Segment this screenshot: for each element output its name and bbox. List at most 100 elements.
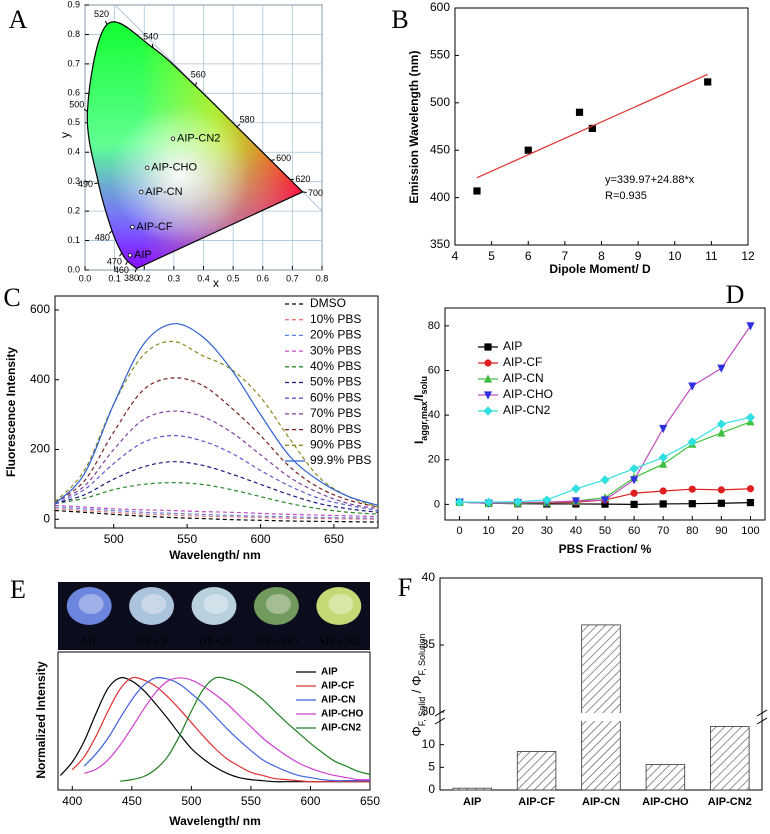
- wavelength-label: 490: [78, 179, 93, 189]
- legend-label: AIP: [503, 339, 522, 353]
- marker: [717, 486, 725, 494]
- y-tick-label: 35: [422, 637, 436, 651]
- axis-title-part: F, Solid: [417, 697, 427, 727]
- marker: [688, 382, 697, 391]
- marker: [659, 459, 668, 468]
- marker: [687, 437, 697, 447]
- axis-break-mark: [756, 717, 768, 725]
- photo-sample-core: [265, 594, 291, 614]
- wavelength-label: 580: [240, 114, 255, 124]
- legend-label: DMSO: [310, 296, 346, 310]
- marker: [717, 364, 726, 373]
- plot-frame: [54, 295, 379, 529]
- axis-break-gap: [441, 713, 761, 721]
- series-line: [54, 377, 379, 508]
- panel-letter: A: [9, 5, 28, 34]
- x-tick-label: 0.5: [227, 273, 240, 283]
- series-line: [54, 323, 379, 506]
- x-tick-label: AIP-CHO: [642, 796, 689, 808]
- x-tick-label: 9: [635, 249, 642, 263]
- legend-label: 70% PBS: [310, 406, 361, 420]
- x-tick-label: 450: [122, 794, 142, 808]
- series-line: [476, 73, 708, 179]
- marker: [745, 412, 756, 422]
- x-tick-label: 650: [360, 794, 380, 808]
- annotation: y=339.97+24.88*x: [605, 174, 695, 186]
- photo-sample-core: [141, 594, 167, 614]
- x-tick-label: 30: [541, 525, 553, 537]
- marker: [484, 497, 494, 507]
- y-tick-label: 0.8: [67, 29, 80, 39]
- x-tick-label: AIP-CN2: [708, 796, 752, 808]
- y-tick-label: 400: [430, 190, 450, 204]
- legend-label: AIP-CHO: [503, 387, 553, 401]
- y-tick-label: 0: [428, 782, 435, 796]
- x-tick-label: AIP-CN: [582, 796, 620, 808]
- x-tick-label: 0.8: [316, 273, 329, 283]
- panel-letter: C: [3, 283, 20, 312]
- x-tick-label: 90: [715, 525, 727, 537]
- locus-tick: [236, 123, 241, 128]
- x-tick-label: 500: [181, 794, 201, 808]
- photo-sample-core: [328, 594, 354, 614]
- legend-label: AIP-CF: [503, 355, 542, 369]
- y-axis-title: ΦF, Solid / ΦF, Solution: [409, 633, 427, 736]
- x-tick-label: 20: [512, 525, 524, 537]
- panel-letter: E: [10, 575, 26, 604]
- series-line: [54, 340, 379, 508]
- series-line: [71, 676, 370, 783]
- x-axis-title: Wavelength/ nm: [169, 814, 261, 828]
- sample-point: [145, 165, 150, 171]
- y-tick-label: 0.3: [67, 176, 80, 186]
- series-line: [83, 676, 370, 782]
- legend-label: 30% PBS: [310, 343, 361, 357]
- legend-label: AIP-CN: [321, 695, 355, 706]
- legend-label: 10% PBS: [310, 312, 361, 326]
- y-tick-label: 5: [428, 760, 435, 774]
- y-tick-label: 0.1: [67, 235, 80, 245]
- legend-label: 40% PBS: [310, 359, 361, 373]
- series-line: [119, 676, 371, 782]
- marker: [688, 485, 696, 493]
- photo-sample: [191, 587, 237, 625]
- photo-label: AIP-CF: [134, 636, 169, 648]
- bar: [452, 787, 492, 791]
- x-tick-label: 100: [741, 525, 759, 537]
- marker: [600, 475, 610, 485]
- locus-tick: [151, 43, 154, 48]
- wavelength-label: 480: [95, 233, 110, 243]
- y-tick-label: 40: [422, 570, 436, 584]
- locus-tick: [270, 159, 275, 161]
- axis-title-part: I: [412, 441, 426, 444]
- plot-frame: [454, 7, 749, 246]
- axis-title-part: F, Solution: [417, 633, 427, 675]
- wavelength-label: 540: [143, 31, 158, 41]
- axis-break-mark: [434, 709, 446, 717]
- marker: [575, 108, 584, 116]
- wavelength-label: 380: [124, 273, 139, 283]
- x-tick-label: 70: [657, 525, 669, 537]
- x-tick-label: 0.2: [138, 273, 151, 283]
- series-line: [84, 677, 371, 781]
- legend-label: 99.9% PBS: [310, 453, 371, 467]
- x-axis-title: Wavelength/ nm: [169, 548, 261, 562]
- marker: [659, 424, 668, 434]
- x-tick-label: 0.7: [286, 273, 299, 283]
- x-tick-label: 40: [570, 525, 582, 537]
- marker: [658, 452, 668, 463]
- x-tick-label: 550: [241, 794, 261, 808]
- y-tick-label: 0.7: [67, 58, 80, 68]
- y-axis-title: Iaggr,max/Isolu: [412, 376, 429, 444]
- legend-label: AIP-CN2: [321, 723, 361, 734]
- y-tick-label: 80: [428, 320, 440, 332]
- marker: [716, 419, 726, 429]
- x-tick-label: 0.0: [79, 273, 92, 283]
- legend-label: AIP-CN: [503, 371, 544, 385]
- wavelength-label: 560: [191, 70, 206, 80]
- axis-title-part: / Φ: [409, 675, 424, 696]
- locus-tick: [83, 108, 88, 112]
- legend-label: AIP-CF: [321, 681, 354, 692]
- sample-point: [170, 136, 176, 141]
- wavelength-label: 460: [114, 265, 129, 275]
